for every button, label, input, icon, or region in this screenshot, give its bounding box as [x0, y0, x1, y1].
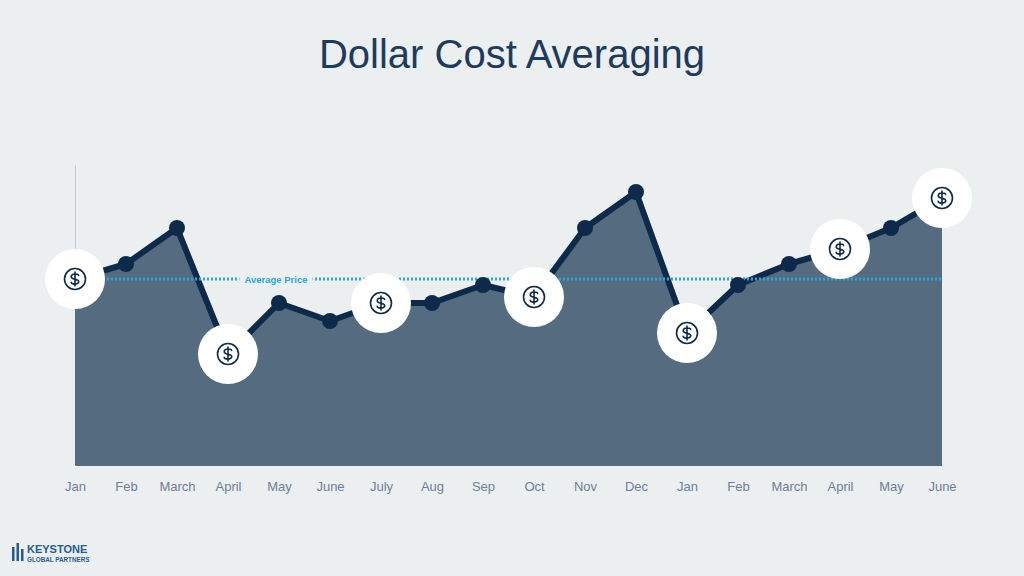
- x-tick: May: [267, 479, 292, 494]
- title: Dollar Cost Averaging: [319, 32, 705, 76]
- x-tick-label: Jan: [65, 479, 86, 494]
- x-tick: Feb: [727, 479, 749, 494]
- point: [118, 256, 134, 272]
- x-tick: Dec: [625, 479, 649, 494]
- chart: Dollar Cost Averaging Jan Feb March April May…: [0, 0, 1024, 576]
- point: [322, 313, 338, 329]
- x-tick: Jan: [65, 479, 86, 494]
- icon-dollar: [71, 272, 79, 286]
- point: [577, 220, 593, 236]
- point: [730, 277, 746, 293]
- x-tick-label: Feb: [115, 479, 137, 494]
- markers: [45, 168, 972, 384]
- icon-ring: [677, 323, 698, 344]
- x-axis-line: [76, 465, 943, 466]
- logo-bar: [17, 543, 20, 561]
- point: [169, 220, 185, 236]
- x-tick: Aug: [421, 479, 444, 494]
- logo: KEYSTONEGLOBAL PARTNERS: [12, 543, 89, 563]
- point: [271, 295, 287, 311]
- average-label-background: [239, 273, 312, 286]
- purchase-icon: [810, 219, 870, 279]
- x-tick: Sep: [472, 479, 495, 494]
- logo-name: KEYSTONE: [27, 543, 87, 555]
- point: [628, 184, 644, 200]
- icon-dollar: [377, 296, 385, 310]
- average-label: Average Price: [244, 274, 307, 285]
- icon-ring: [218, 344, 239, 365]
- icon-ring: [830, 239, 851, 260]
- icon-dollar: [224, 347, 232, 361]
- x-tick-label: June: [928, 479, 956, 494]
- x-tick: April: [215, 479, 241, 494]
- x-tick-label: July: [370, 479, 394, 494]
- line: [75, 192, 942, 354]
- icon-ring: [371, 293, 392, 314]
- x-axis: Jan Feb March April May June July Aug Sep Oct Nov D…: [65, 466, 957, 495]
- x-tick: July: [370, 479, 394, 494]
- logo-bar: [21, 549, 24, 561]
- purchase-icon: [657, 303, 717, 363]
- x-tick-label: Jan: [677, 479, 698, 494]
- x-tick-label: March: [159, 479, 195, 494]
- x-tick: May: [879, 479, 904, 494]
- x-tick: June: [928, 479, 956, 494]
- x-tick-label: April: [827, 479, 853, 494]
- average-label-group: Average Price: [239, 273, 312, 286]
- x-tick-label: June: [316, 479, 344, 494]
- x-tick: Feb: [115, 479, 137, 494]
- icon-ring: [65, 269, 86, 290]
- purchase-point: [45, 249, 105, 309]
- x-tick-label: March: [771, 479, 807, 494]
- x-tick: Nov: [574, 479, 598, 494]
- x-tick-label: Feb: [727, 479, 749, 494]
- icon-dollar: [683, 326, 691, 340]
- x-tick: April: [827, 479, 853, 494]
- icon-ring: [932, 188, 953, 209]
- x-tick-label: May: [267, 479, 292, 494]
- x-tick-label: Sep: [472, 479, 495, 494]
- x-tick: March: [771, 479, 807, 494]
- point: [424, 295, 440, 311]
- point: [781, 256, 797, 272]
- purchase-icon: [45, 249, 105, 309]
- purchase-point: [198, 324, 258, 384]
- area: [75, 192, 942, 465]
- x-tick-label: Nov: [574, 479, 598, 494]
- icon-dollar: [530, 290, 538, 304]
- purchase-point: [351, 273, 411, 333]
- logo-subtitle: GLOBAL PARTNERS: [27, 556, 89, 563]
- plot-area: [75, 192, 942, 465]
- icon-dollar: [938, 191, 946, 205]
- point: [883, 220, 899, 236]
- purchase-point: [504, 267, 564, 327]
- x-tick-label: May: [879, 479, 904, 494]
- x-tick-label: Dec: [625, 479, 649, 494]
- purchase-icon: [504, 267, 564, 327]
- x-tick-label: April: [215, 479, 241, 494]
- x-tick: June: [316, 479, 344, 494]
- background: [0, 0, 1024, 576]
- x-tick-label: Oct: [524, 479, 545, 494]
- icon-dollar: [836, 242, 844, 256]
- purchase-icon: [198, 324, 258, 384]
- purchase-icon: [912, 168, 972, 228]
- logo-bar: [12, 547, 15, 561]
- purchase-point: [912, 168, 972, 228]
- x-tick-label: Aug: [421, 479, 444, 494]
- purchase-point: [657, 303, 717, 363]
- purchase-icon: [351, 273, 411, 333]
- point: [475, 277, 491, 293]
- x-tick: March: [159, 479, 195, 494]
- purchase-point: [810, 219, 870, 279]
- icon-ring: [524, 287, 545, 308]
- average-line: [75, 278, 942, 281]
- x-tick: Jan: [677, 479, 698, 494]
- x-tick: Oct: [524, 479, 545, 494]
